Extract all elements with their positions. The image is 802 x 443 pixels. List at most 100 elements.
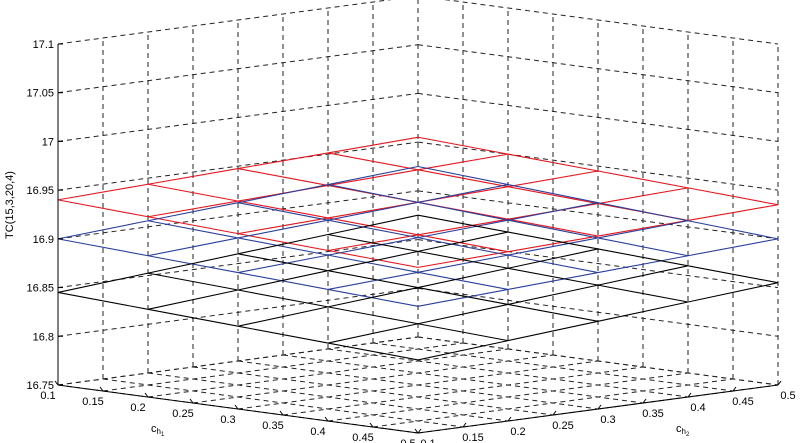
z-tick-label: 17: [42, 136, 54, 148]
surface-line: [597, 219, 689, 237]
y-tick-label: 0.5: [780, 390, 795, 402]
surface-line: [147, 255, 239, 274]
surface-line: [327, 219, 419, 239]
surface-line: [507, 186, 599, 205]
z-tick-label: 16.95: [26, 185, 54, 197]
y-tick-label: 0.4: [690, 402, 705, 414]
surface-line: [237, 202, 329, 221]
x-tick-label: 0.4: [310, 426, 325, 438]
z-axis-label: TC(15,3,20,4): [4, 171, 16, 239]
surface-line: [507, 170, 599, 188]
surface-line: [417, 250, 509, 269]
surface-line: [57, 220, 149, 240]
surface-line: [57, 272, 149, 293]
axis-walls: [57, 0, 779, 386]
grid-line: [57, 44, 419, 94]
surface-line: [507, 254, 599, 274]
y-tick-label: 0.25: [552, 420, 573, 432]
y-tick-label: 0.35: [642, 408, 663, 420]
surface-line: [507, 219, 599, 239]
surface-line: [327, 342, 419, 361]
surface-line: [147, 202, 239, 222]
surface-line: [687, 220, 779, 240]
surface-line: [237, 200, 329, 219]
surface-line: [237, 237, 329, 256]
surface-line: [327, 323, 419, 344]
grid-line: [282, 354, 644, 404]
surface-line: [507, 320, 599, 342]
surface-line: [147, 183, 239, 202]
x-tick: [234, 404, 239, 410]
surface-line: [237, 270, 329, 291]
surface-line: [237, 184, 329, 204]
surface-line: [597, 255, 689, 274]
z-tick-label: 17.05: [26, 88, 54, 100]
surface-line: [327, 201, 419, 221]
surface-line: [147, 200, 239, 218]
surface-line: [327, 288, 419, 307]
grid-line: [57, 190, 419, 240]
grid-line: [417, 141, 779, 191]
y-tick: [687, 392, 692, 398]
surface-line: [327, 306, 419, 325]
surface-line: [57, 183, 149, 201]
surface-line: [417, 287, 509, 305]
z-tick-label: 16.8: [33, 331, 54, 343]
surface-line: [507, 153, 599, 172]
x-tick: [279, 410, 284, 416]
surface-line: [507, 267, 599, 286]
z-tick-label: 17.1: [33, 39, 54, 51]
y-tick: [642, 398, 647, 404]
surface-line: [147, 272, 239, 291]
x-tick-label: 0.5: [400, 438, 415, 443]
grid-line: [147, 372, 509, 422]
grid-line: [57, 0, 392, 45]
surface-line: [417, 231, 509, 252]
surface-line: [147, 168, 239, 185]
axes: [54, 43, 782, 434]
grid-line: [417, 190, 779, 240]
surface-line: [507, 303, 599, 322]
surface-line: [597, 301, 689, 322]
grid-line: [57, 141, 419, 191]
surface-line: [507, 248, 599, 269]
surface-line: [597, 237, 689, 257]
surface-line: [507, 284, 599, 305]
surface-line: [327, 217, 419, 236]
surface-line: [327, 237, 419, 256]
x-tick-label: 0.3: [220, 414, 235, 426]
z-tick-label: 16.85: [26, 283, 54, 295]
grid-line: [192, 366, 554, 416]
grid-line: [417, 44, 779, 94]
surface-line: [237, 233, 329, 252]
surface-line: [327, 214, 419, 236]
surface-line: [417, 153, 509, 171]
y-tick: [597, 404, 602, 410]
y-tick: [552, 410, 557, 416]
surfaces: [57, 136, 779, 361]
tick-labels: 0.1 0.15 0.2 0.25 0.3 0.35 0.4 0.45 0.5 0.5 0.45 0.…: [26, 39, 795, 443]
surface-line: [597, 202, 689, 222]
x-tick-label: 0.2: [130, 402, 145, 414]
surface-line: [417, 218, 509, 236]
surface-line: [417, 323, 509, 342]
surface-line: [327, 250, 419, 272]
surface-line: [597, 265, 689, 286]
surface-line: [687, 204, 779, 221]
grid-line: [57, 287, 419, 337]
surface-line: [147, 253, 239, 274]
surface-line: [417, 234, 509, 253]
surface-line: [687, 282, 779, 303]
surface-line: [687, 265, 779, 284]
surface-line: [417, 219, 509, 239]
surface-line: [417, 271, 509, 291]
surface-line: [57, 199, 149, 218]
surface-line: [147, 220, 239, 239]
y-tick-label: 0.15: [462, 432, 483, 443]
z-tick-label: 16.75: [26, 380, 54, 392]
y-tick-label: 0.1: [420, 438, 435, 443]
surface-line: [507, 184, 599, 204]
floor-grid: [57, 336, 779, 434]
surface-line: [597, 170, 689, 189]
surface-line: [57, 291, 149, 310]
